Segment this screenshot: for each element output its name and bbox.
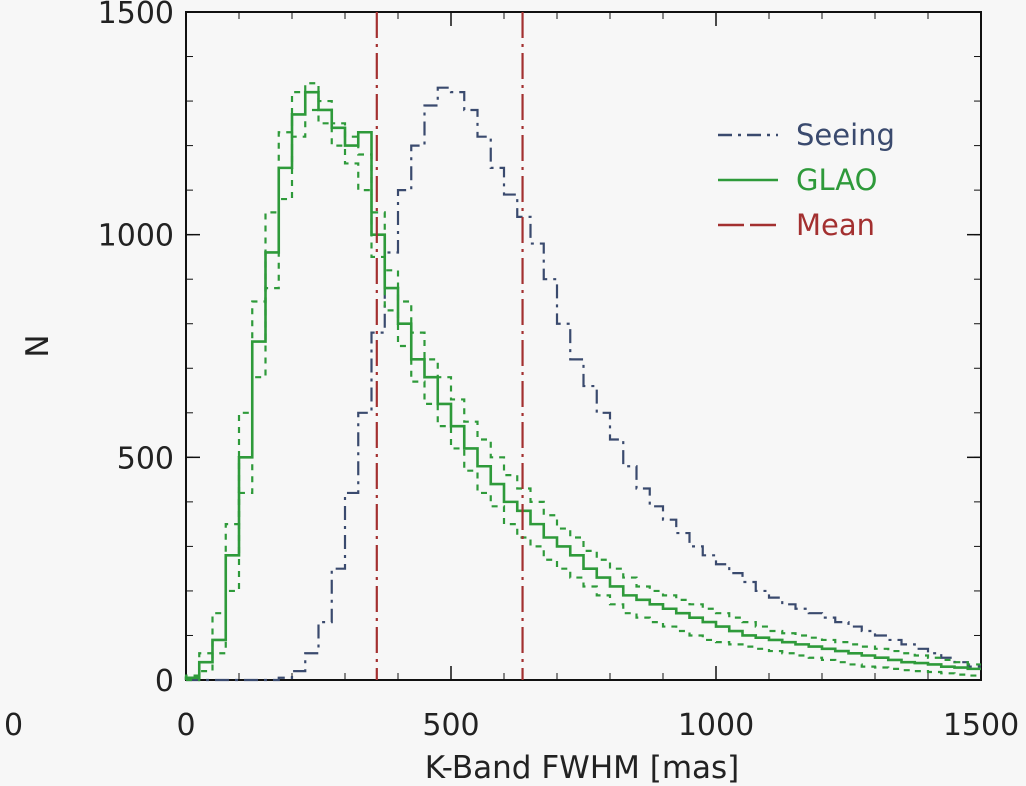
mean-lines xyxy=(375,12,524,680)
y-tick-label: 1500 xyxy=(98,0,174,31)
x-tick-label: 1500 xyxy=(943,708,1019,743)
legend-label-mean: Mean xyxy=(796,208,875,242)
series-glao-lower xyxy=(186,108,981,682)
y-tick-label: 1000 xyxy=(98,219,174,254)
legend: Seeing GLAO Mean xyxy=(718,118,895,242)
x-tick-label: 1000 xyxy=(678,708,754,743)
x-axis-label: K-Band FWHM [mas] xyxy=(425,750,740,786)
legend-label-seeing: Seeing xyxy=(796,118,895,152)
y-tick-label: 500 xyxy=(117,441,174,476)
y-tick-label: 0 xyxy=(155,664,174,699)
x-tick-label: 0 xyxy=(176,708,195,743)
series-seeing xyxy=(186,86,981,682)
tick-labels: 0 500 1000 1500 0 500 1000 1500 xyxy=(98,0,1020,743)
series-glao xyxy=(184,90,981,680)
x-tick-label: 500 xyxy=(422,708,479,743)
legend-label-glao: GLAO xyxy=(796,163,877,197)
outer-x-label: 0 xyxy=(4,708,23,743)
y-axis-label: N xyxy=(20,334,56,357)
series-layer xyxy=(184,82,981,682)
